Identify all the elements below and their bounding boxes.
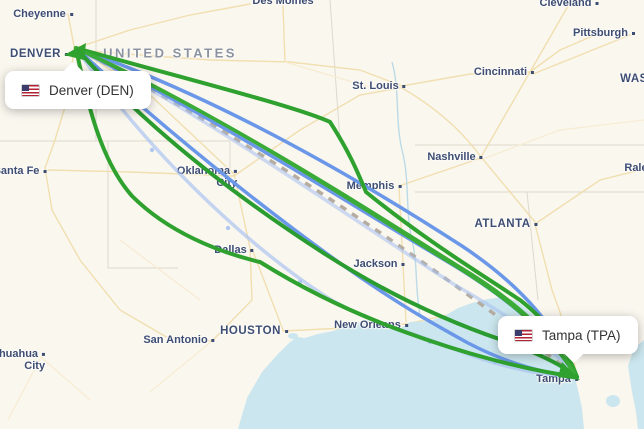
city-label-santa-fe: Santa Fe — [0, 165, 47, 177]
city-label-oklahoma-city: Oklahoma City — [176, 164, 238, 189]
city-label-washington: WAS — [620, 73, 644, 85]
city-label-dallas: Dallas — [214, 244, 254, 256]
city-label-pittsburgh: Pittsburgh — [573, 27, 635, 39]
city-marker — [401, 262, 405, 266]
city-label-chihuahua-city: huahua City — [0, 347, 46, 372]
city-label-cheyenne: Cheyenne — [13, 8, 73, 20]
city-label-denver: DENVER — [10, 48, 68, 60]
city-marker — [234, 169, 238, 173]
city-marker — [574, 377, 578, 381]
city-marker — [534, 222, 538, 226]
city-marker — [250, 248, 254, 252]
origin-tooltip[interactable]: Denver (DEN) — [5, 61, 151, 109]
city-marker — [404, 323, 408, 327]
city-marker — [284, 329, 288, 333]
city-label-houston: HOUSTON — [220, 325, 288, 337]
city-label-cincinnati: Cincinnati — [474, 66, 535, 78]
city-label-atlanta: ATLANTA — [474, 218, 538, 230]
destination-tooltip-label: Tampa (TPA) — [542, 327, 621, 343]
city-marker — [42, 352, 46, 356]
city-marker — [595, 1, 599, 5]
city-label-nashville: Nashville — [427, 151, 483, 163]
city-label-raleigh: Rale — [624, 162, 644, 174]
city-marker — [479, 155, 483, 159]
us-flag-icon — [22, 84, 39, 96]
city-label-new-orleans: New Orleans — [334, 319, 408, 331]
city-label-tampa: Tampa — [536, 373, 578, 385]
city-marker — [64, 52, 68, 56]
city-label-des-moines: Des Moines — [252, 0, 314, 7]
us-flag-icon — [515, 329, 532, 341]
city-label-st-louis: St. Louis — [352, 80, 406, 92]
city-label-memphis: Memphis — [347, 180, 402, 192]
city-marker — [632, 31, 635, 35]
city-marker — [211, 338, 215, 342]
city-marker — [69, 12, 73, 16]
country-label: UNITED STATES — [103, 45, 237, 61]
city-marker — [531, 70, 535, 74]
destination-tooltip[interactable]: Tampa (TPA) — [498, 316, 638, 364]
city-label-jackson: Jackson — [353, 258, 405, 270]
city-marker — [402, 84, 406, 88]
city-marker — [398, 184, 402, 188]
city-label-san-antonio: San Antonio — [143, 334, 215, 346]
origin-tooltip-label: Denver (DEN) — [49, 82, 134, 98]
city-marker — [43, 169, 47, 173]
city-label-cleveland: Cleveland — [540, 0, 599, 9]
